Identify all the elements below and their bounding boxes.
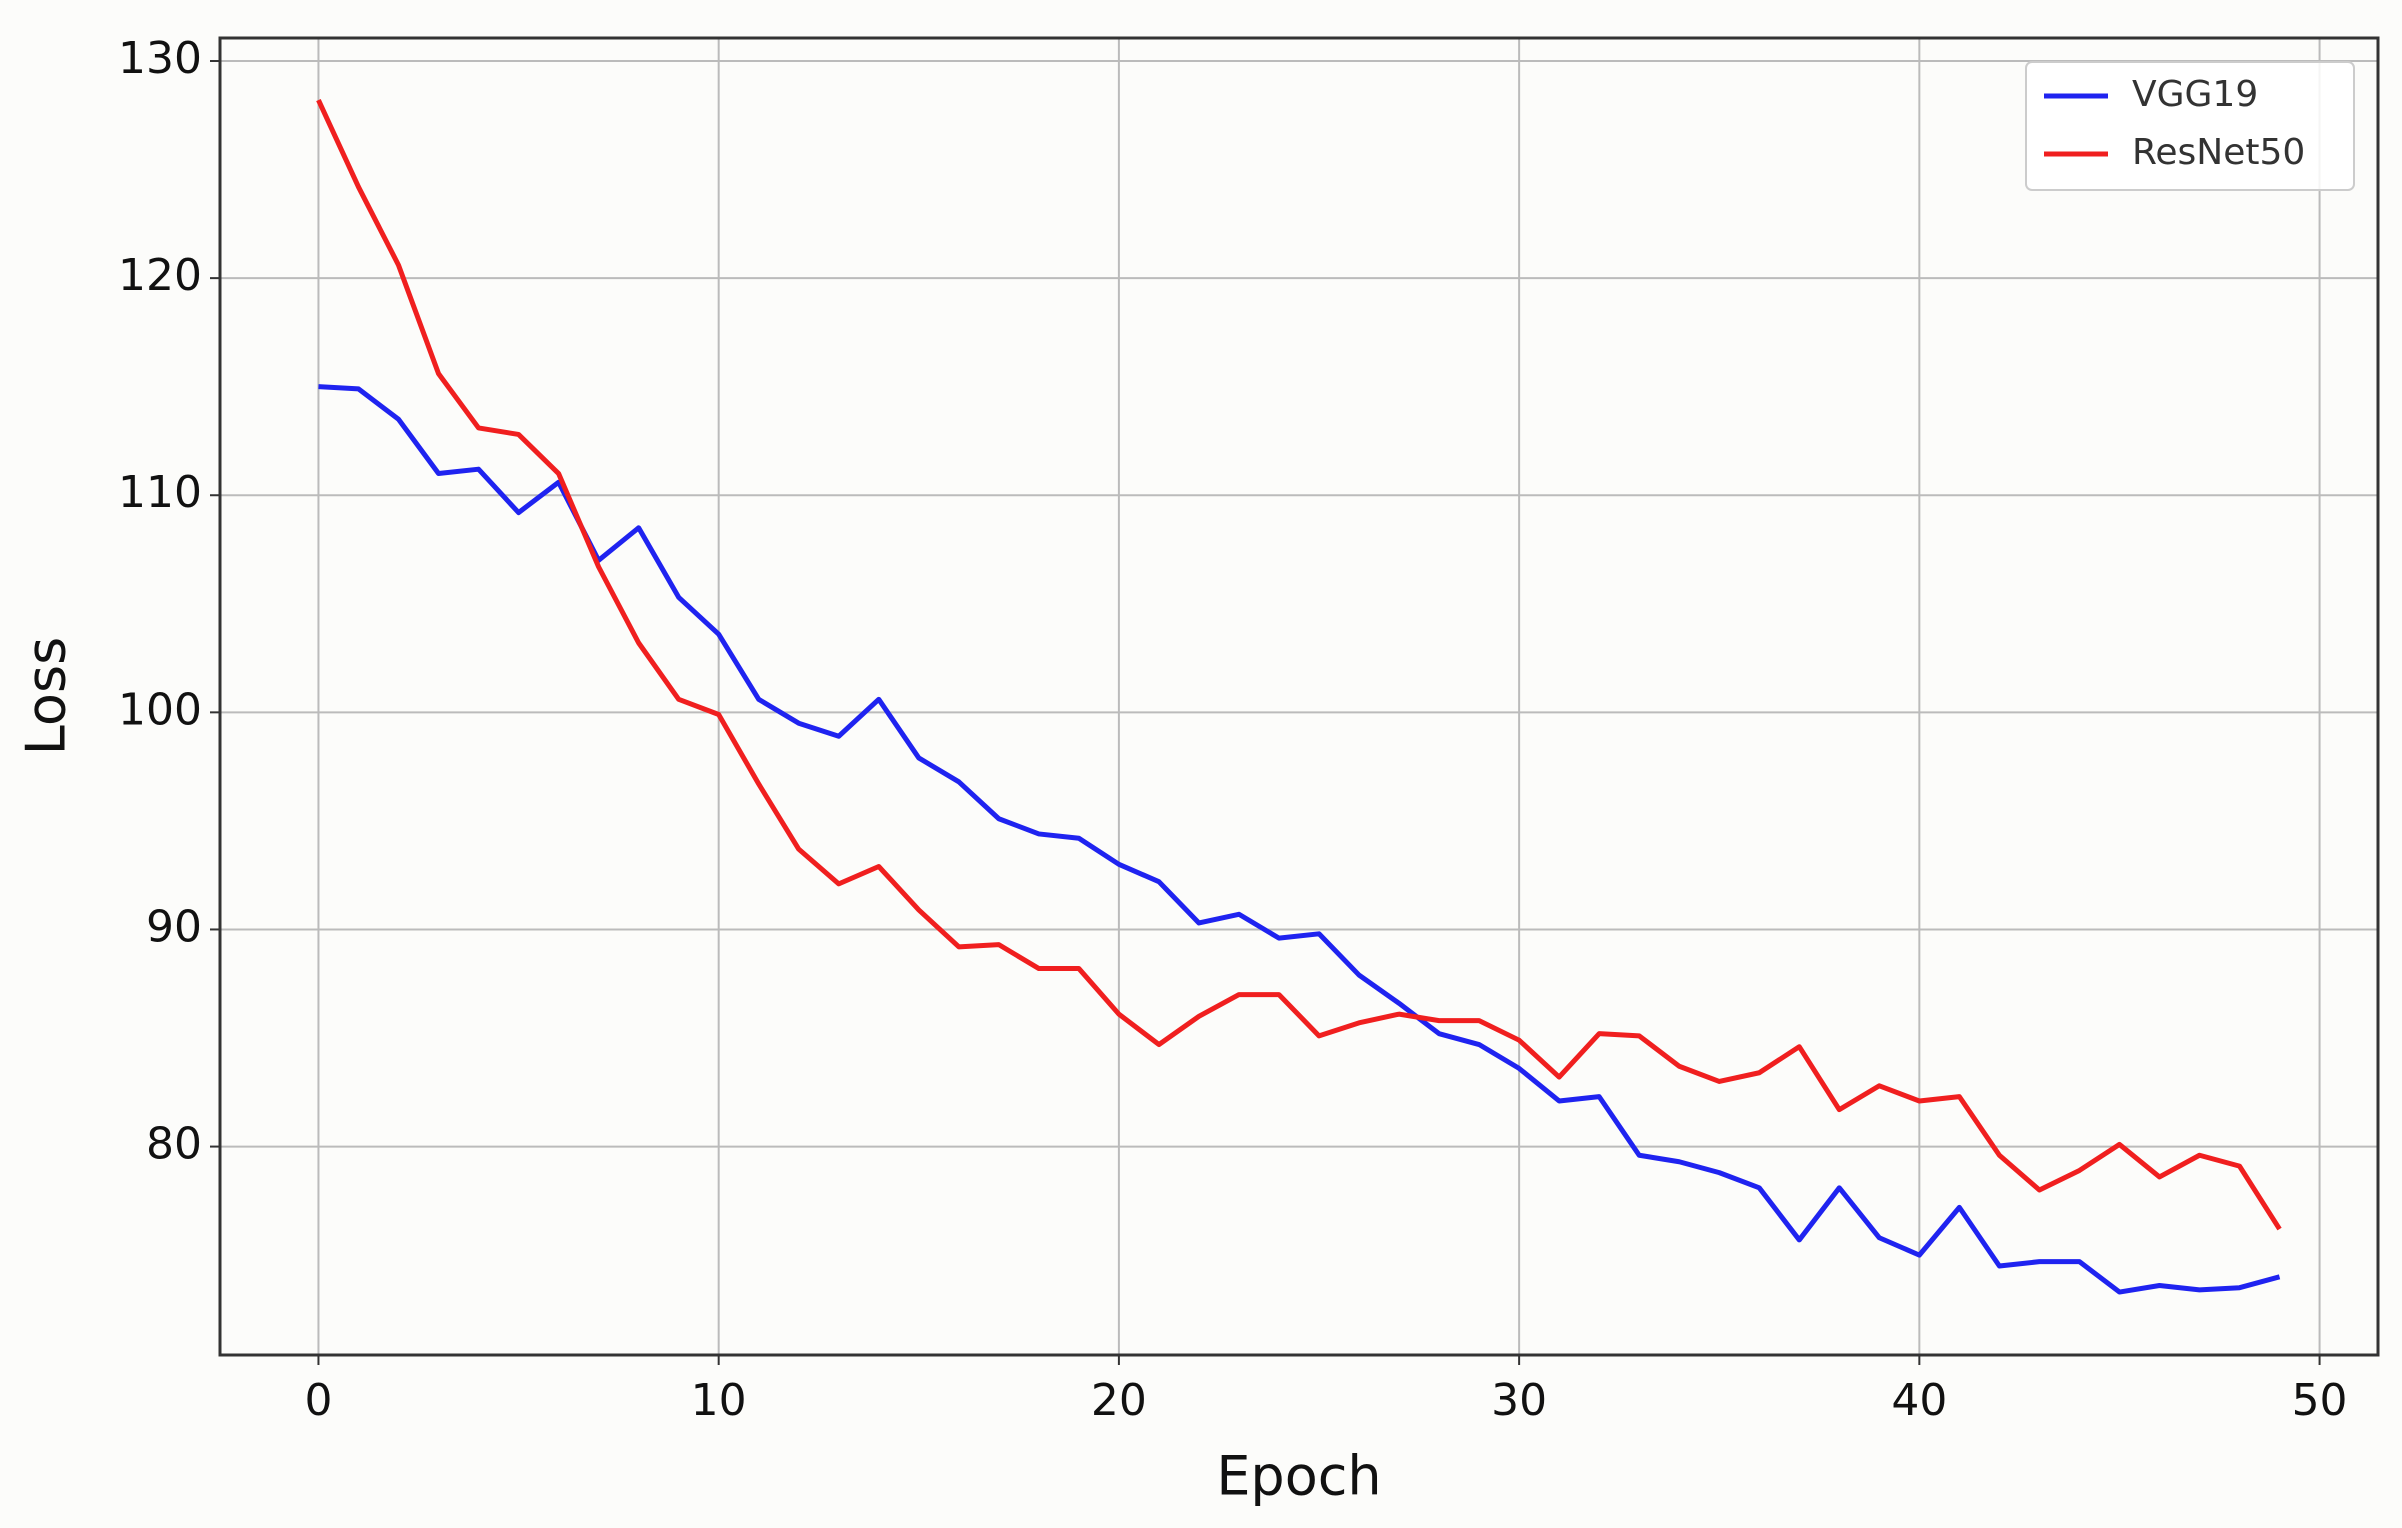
x-tick-label: 20 (1091, 1375, 1147, 1426)
y-tick-label: 100 (118, 684, 202, 735)
data-line (318, 384, 2281, 1295)
plot-frame (218, 36, 2380, 1357)
x-tick-label: 30 (1491, 1375, 1547, 1426)
legend: VGG19 ResNet50 (2025, 61, 2355, 191)
data-line (316, 99, 2282, 1231)
y-tick-label: 80 (146, 1119, 202, 1170)
y-tick-label: 90 (146, 901, 202, 952)
x-tick-label: 10 (691, 1375, 747, 1426)
legend-label: VGG19 (2132, 74, 2258, 115)
y-tick-label: 130 (118, 33, 202, 84)
x-tick-label: 0 (304, 1375, 332, 1426)
y-axis-label: Loss (15, 637, 78, 755)
x-axis-label: Epoch (1216, 1445, 1381, 1508)
x-tick-label: 40 (1891, 1375, 1947, 1426)
x-tick-label: 50 (2292, 1375, 2348, 1426)
y-tick-label: 120 (118, 250, 202, 301)
legend-label: ResNet50 (2132, 132, 2305, 173)
y-tick-label: 110 (118, 467, 202, 518)
